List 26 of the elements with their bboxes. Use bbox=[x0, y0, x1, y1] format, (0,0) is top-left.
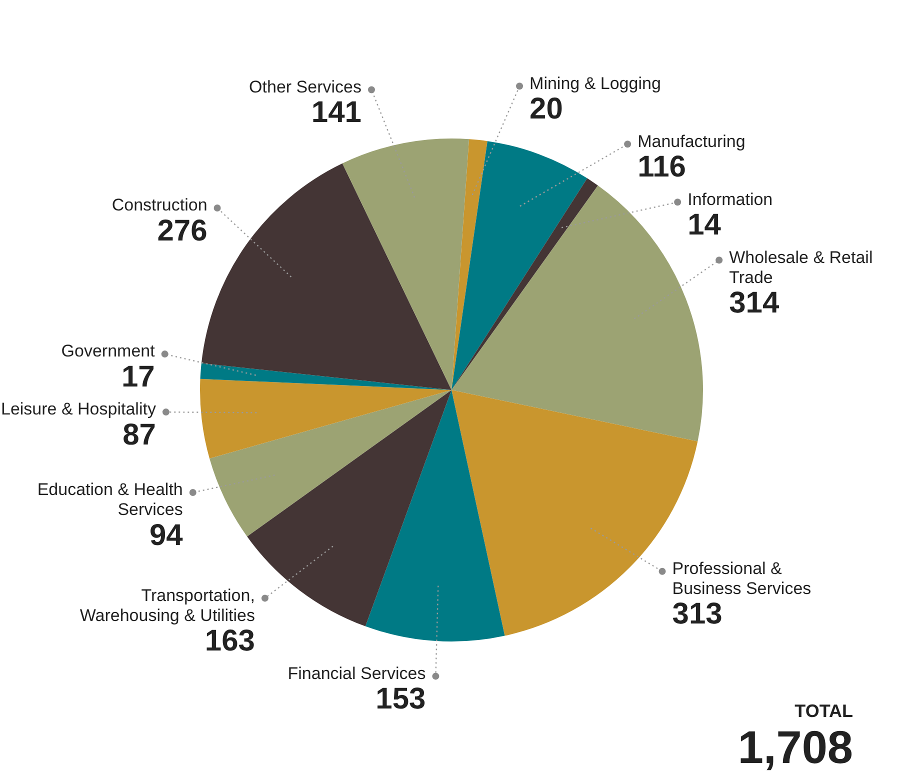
slice-label: Government bbox=[61, 342, 156, 361]
slice-label: Information bbox=[688, 190, 773, 209]
data-label: 116 bbox=[638, 150, 686, 184]
slice-label: Other Services bbox=[249, 77, 362, 96]
slice-label: Leisure & Hospitality bbox=[0, 400, 156, 419]
data-label: 314 bbox=[729, 286, 780, 320]
slice-label: Professional & Business Services bbox=[672, 559, 812, 598]
text: 1,708 bbox=[738, 721, 853, 773]
slice-label: Wholesale & Retail Trade bbox=[729, 248, 873, 287]
data-label: 276 bbox=[157, 214, 208, 248]
data-label: 163 bbox=[204, 624, 255, 658]
slice-label: Construction bbox=[112, 196, 208, 215]
data-label: 20 bbox=[530, 92, 563, 126]
data-label: 17 bbox=[121, 360, 155, 394]
data-label: 141 bbox=[311, 96, 362, 129]
slice-label: Education & Health Services bbox=[37, 480, 183, 520]
slice-label: Financial Services bbox=[288, 664, 426, 683]
slice-label: Transportation, Warehousing & Utilities bbox=[80, 586, 255, 625]
slice-label: Mining & Logging bbox=[530, 74, 661, 93]
slice-label: Manufacturing bbox=[638, 132, 746, 151]
data-label: 313 bbox=[672, 598, 722, 631]
data-label: 87 bbox=[122, 418, 156, 452]
data-label: 94 bbox=[150, 518, 184, 552]
data-label: 14 bbox=[688, 208, 722, 242]
data-label: 153 bbox=[376, 682, 426, 716]
text: TOTAL bbox=[794, 701, 853, 722]
